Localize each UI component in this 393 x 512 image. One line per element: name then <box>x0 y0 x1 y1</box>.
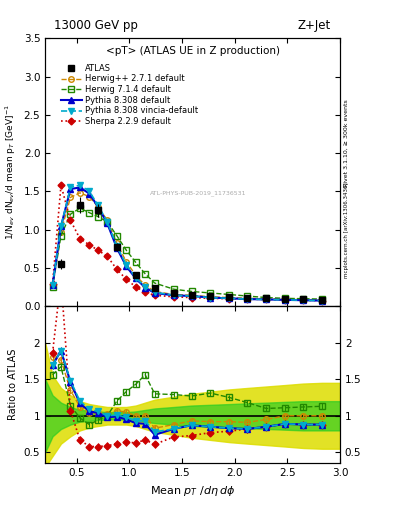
Text: Rivet 3.1.10, ≥ 300k events: Rivet 3.1.10, ≥ 300k events <box>344 99 349 187</box>
X-axis label: Mean $p_T$ $/d\eta\, d\phi$: Mean $p_T$ $/d\eta\, d\phi$ <box>150 484 235 498</box>
Legend: ATLAS, Herwig++ 2.7.1 default, Herwig 7.1.4 default, Pythia 8.308 default, Pythi: ATLAS, Herwig++ 2.7.1 default, Herwig 7.… <box>58 61 200 129</box>
Text: <pT> (ATLAS UE in Z production): <pT> (ATLAS UE in Z production) <box>106 47 279 56</box>
Y-axis label: Ratio to ATLAS: Ratio to ATLAS <box>8 349 18 420</box>
Text: ATL-PHYS-PUB-2019_11736531: ATL-PHYS-PUB-2019_11736531 <box>150 191 247 197</box>
Text: 13000 GeV pp: 13000 GeV pp <box>54 19 138 32</box>
Text: Z+Jet: Z+Jet <box>298 19 331 32</box>
Y-axis label: 1/N$_{ev}$ dN$_{ev}$/d mean p$_T$ [GeV]$^{-1}$: 1/N$_{ev}$ dN$_{ev}$/d mean p$_T$ [GeV]$… <box>4 104 18 240</box>
Text: mcplots.cern.ch [arXiv:1306.3436]: mcplots.cern.ch [arXiv:1306.3436] <box>344 183 349 278</box>
